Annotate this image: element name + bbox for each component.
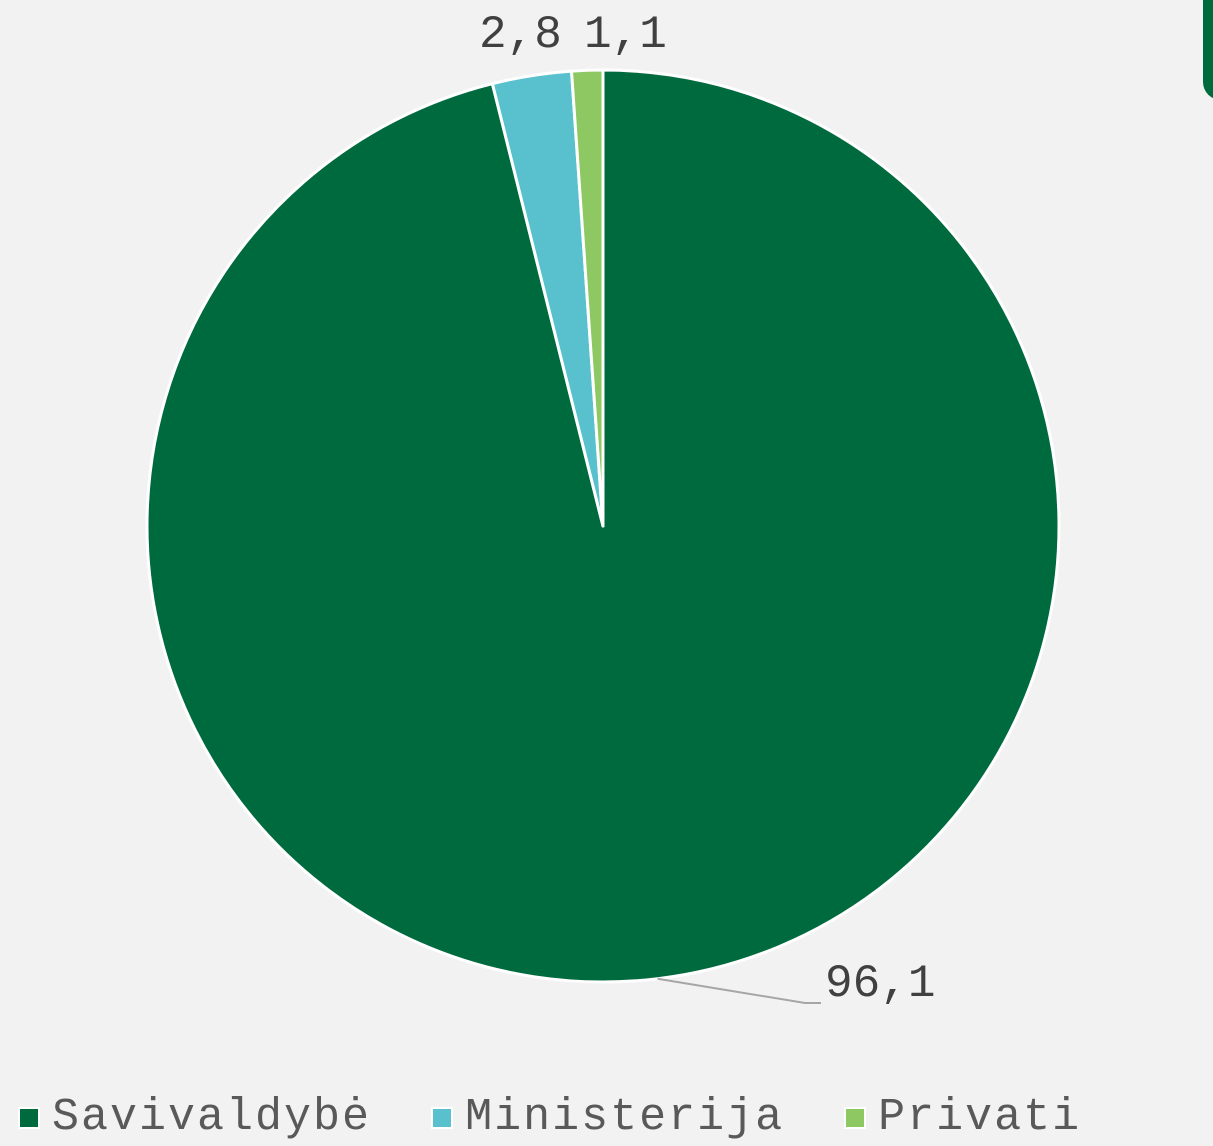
pie-chart: 96,1 2,8 1,1 [145,9,1061,1010]
legend-item-privati: Privati [844,1092,1081,1143]
legend-label: Savivaldybė [52,1092,372,1143]
legend-swatch [844,1106,867,1129]
data-label-1: 2,8 [479,9,562,61]
legend-label: Privati [878,1092,1082,1143]
pie-slice-2 [570,68,605,528]
data-labels: 96,1 2,8 1,1 [479,9,935,1010]
legend-item-savivaldybe: Savivaldybė [18,1092,371,1143]
data-label-0: 96,1 [825,958,935,1010]
legend-swatch [18,1106,40,1129]
leader-lines [657,977,821,1004]
leader-line-0 [657,977,821,1004]
legend-item-ministerija: Ministerija [431,1092,784,1143]
corner-tab [1203,0,1213,100]
legend: Savivaldybė Ministerija Privati [18,1092,1141,1143]
pie-slices [145,68,1061,984]
legend-label: Ministerija [465,1092,785,1143]
data-label-2: 1,1 [584,9,667,61]
legend-swatch [431,1106,454,1129]
